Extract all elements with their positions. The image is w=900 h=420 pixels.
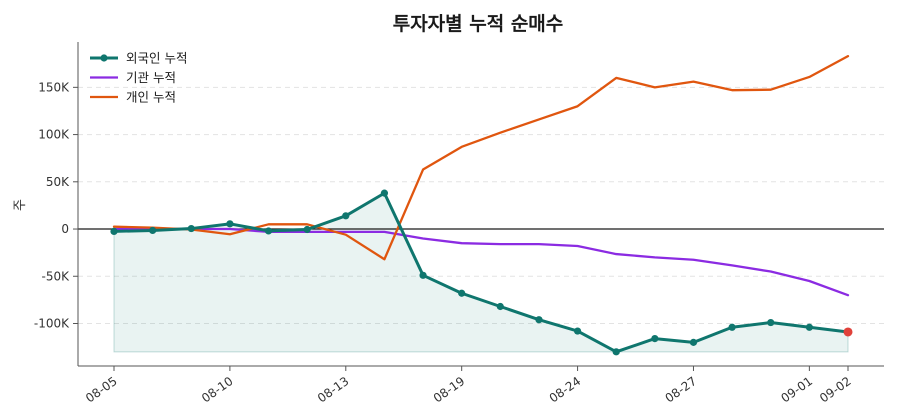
legend-marker — [100, 54, 108, 62]
y-tick-label: 0 — [61, 222, 69, 236]
series-0-point — [728, 323, 736, 331]
x-tick-label: 08-24 — [547, 374, 584, 405]
series-0-point — [226, 220, 234, 228]
x-tick-label: 09-02 — [817, 374, 854, 405]
chart-title: 투자자별 누적 순매수 — [393, 13, 564, 35]
series-0-point — [458, 289, 466, 297]
series-0-point — [264, 227, 273, 235]
y-tick-label: 150K — [38, 80, 70, 94]
series-0-point — [767, 318, 775, 327]
series-layer — [110, 55, 853, 356]
series-0-point — [651, 335, 659, 343]
series-0-point — [535, 316, 543, 324]
y-tick-label: -100K — [34, 316, 70, 330]
series-0-point — [419, 271, 427, 279]
series-2-line — [112, 55, 850, 261]
series-0-point — [843, 327, 853, 337]
y-axis-label: 주 — [13, 199, 28, 211]
series-0-point — [187, 224, 195, 233]
x-tick-label: 09-01 — [778, 374, 815, 405]
series-0-point — [380, 189, 389, 197]
series-0-point — [689, 338, 698, 346]
series-0-point — [149, 226, 157, 235]
series-0-point — [110, 227, 118, 235]
series-1-line — [112, 227, 850, 297]
series-0-point — [496, 302, 504, 311]
series-0-point — [342, 212, 350, 220]
x-tick-label: 08-13 — [315, 374, 352, 405]
legend-label: 개인 누적 — [126, 90, 176, 105]
y-tick-label: -50K — [42, 269, 71, 283]
series-0-point — [612, 348, 620, 356]
x-tick-label: 08-05 — [83, 374, 120, 405]
legend-label: 기관 누적 — [126, 70, 176, 85]
y-tick-label: 50K — [46, 175, 70, 189]
series-0-point — [805, 323, 813, 331]
x-tick-label: 08-27 — [663, 374, 700, 405]
x-tick-label: 08-19 — [431, 374, 468, 405]
series-0-point — [303, 225, 311, 234]
legend-label: 외국인 누적 — [126, 51, 187, 66]
series-0-line — [112, 191, 850, 354]
y-tick-label: 100K — [38, 128, 70, 142]
series-0-point — [573, 327, 582, 335]
x-tick-label: 08-10 — [199, 374, 236, 405]
